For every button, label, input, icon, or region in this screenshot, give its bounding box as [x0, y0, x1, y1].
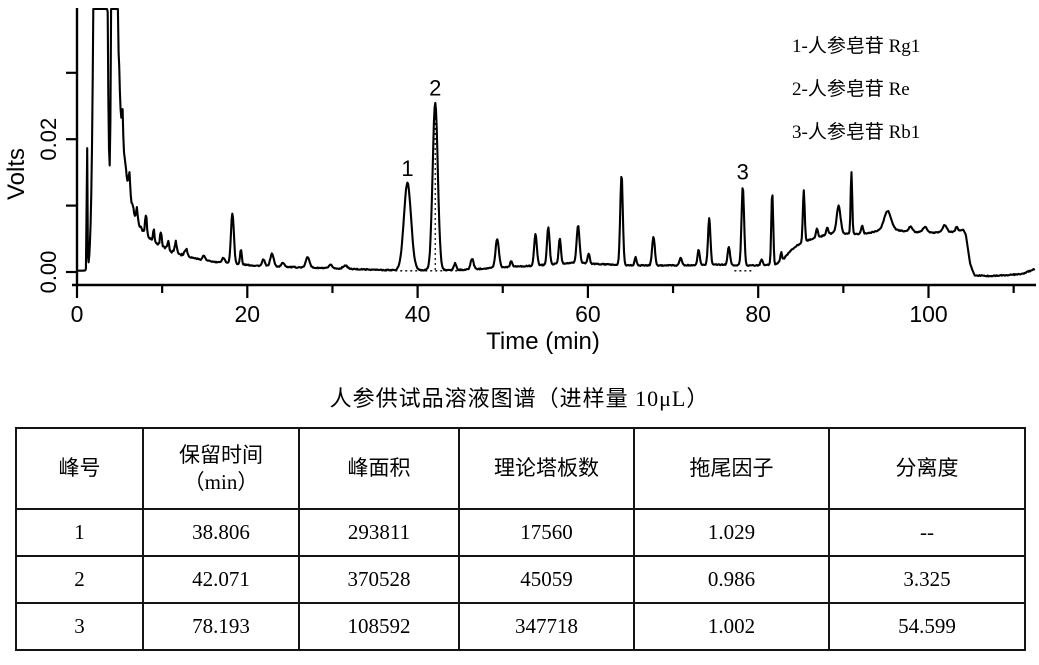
peak-label-3: 3 [737, 159, 749, 184]
peak-legend: 1-人参皂苷 Rg1 2-人参皂苷 Re 3-人参皂苷 Rb1 [792, 25, 920, 154]
table-title: 人参供试品溶液图谱（进样量 10μL） [329, 386, 710, 411]
cell-retention-time: 78.193 [142, 602, 300, 651]
cell-peak-number: 2 [15, 555, 144, 604]
col-header-peak-number: 峰号 [15, 427, 144, 510]
col-header-resolution: 分离度 [828, 427, 1026, 510]
y-tick-label: 0.02 [36, 118, 61, 161]
x-tick-label: 20 [235, 301, 261, 327]
table-row: 3 78.193 108592 347718 1.002 54.599 [15, 602, 1026, 651]
cell-peak-area: 108592 [298, 602, 460, 651]
peak-label-2: 2 [429, 76, 441, 101]
col-header-peak-area: 峰面积 [298, 427, 460, 510]
y-axis-label: Volts [3, 148, 30, 200]
cell-tailing-factor: 0.986 [633, 555, 830, 604]
cell-theoretical-plates: 17560 [458, 508, 635, 557]
cell-peak-area: 370528 [298, 555, 460, 604]
chromatogram-trace [75, 7, 1036, 278]
cell-theoretical-plates: 45059 [458, 555, 635, 604]
x-tick-label: 80 [745, 301, 771, 327]
table-row: 1 38.806 293811 17560 1.029 -- [15, 508, 1026, 557]
legend-item-rb1: 3-人参皂苷 Rb1 [792, 122, 921, 143]
x-tick-label: 0 [71, 301, 84, 327]
cell-tailing-factor: 1.029 [633, 508, 830, 557]
cell-resolution: 54.599 [828, 602, 1026, 651]
table-row: 2 42.071 370528 45059 0.986 3.325 [15, 555, 1026, 604]
peak-label-1: 1 [401, 156, 413, 181]
results-table: 峰号 保留时间 （min） 峰面积 理论塔板数 拖尾因子 分离度 1 38.806 293811… [15, 427, 1026, 651]
cell-theoretical-plates: 347718 [458, 602, 635, 651]
cell-retention-time: 38.806 [142, 508, 300, 557]
cell-resolution: 3.325 [828, 555, 1026, 604]
x-tick-label: 40 [405, 301, 431, 327]
col-header-theoretical-plates: 理论塔板数 [458, 427, 635, 510]
x-tick-label: 100 [909, 301, 947, 327]
x-tick-label: 60 [575, 301, 601, 327]
cell-peak-number: 3 [15, 602, 144, 651]
cell-tailing-factor: 1.002 [633, 602, 830, 651]
cell-retention-time: 42.071 [142, 555, 300, 604]
chromatogram-plot: 0.00 0.02 0 20 40 60 80 100 1 2 3 Volts Time (min) [3, 7, 1036, 355]
legend-item-re: 2-人参皂苷 Re [792, 79, 910, 100]
cell-peak-area: 293811 [298, 508, 460, 557]
cell-resolution: -- [828, 508, 1026, 557]
col-header-tailing-factor: 拖尾因子 [633, 427, 830, 510]
results-table-body: 1 38.806 293811 17560 1.029 -- 2 42.071 370528 45… [15, 508, 1026, 651]
results-table-header: 峰号 保留时间 （min） 峰面积 理论塔板数 拖尾因子 分离度 [15, 427, 1026, 510]
col-header-retention-time: 保留时间 （min） [142, 427, 300, 510]
cell-peak-number: 1 [15, 508, 144, 557]
legend-item-rg1: 1-人参皂苷 Rg1 [792, 36, 921, 57]
x-axis-label: Time (min) [486, 328, 600, 355]
y-tick-label: 0.00 [36, 251, 61, 294]
